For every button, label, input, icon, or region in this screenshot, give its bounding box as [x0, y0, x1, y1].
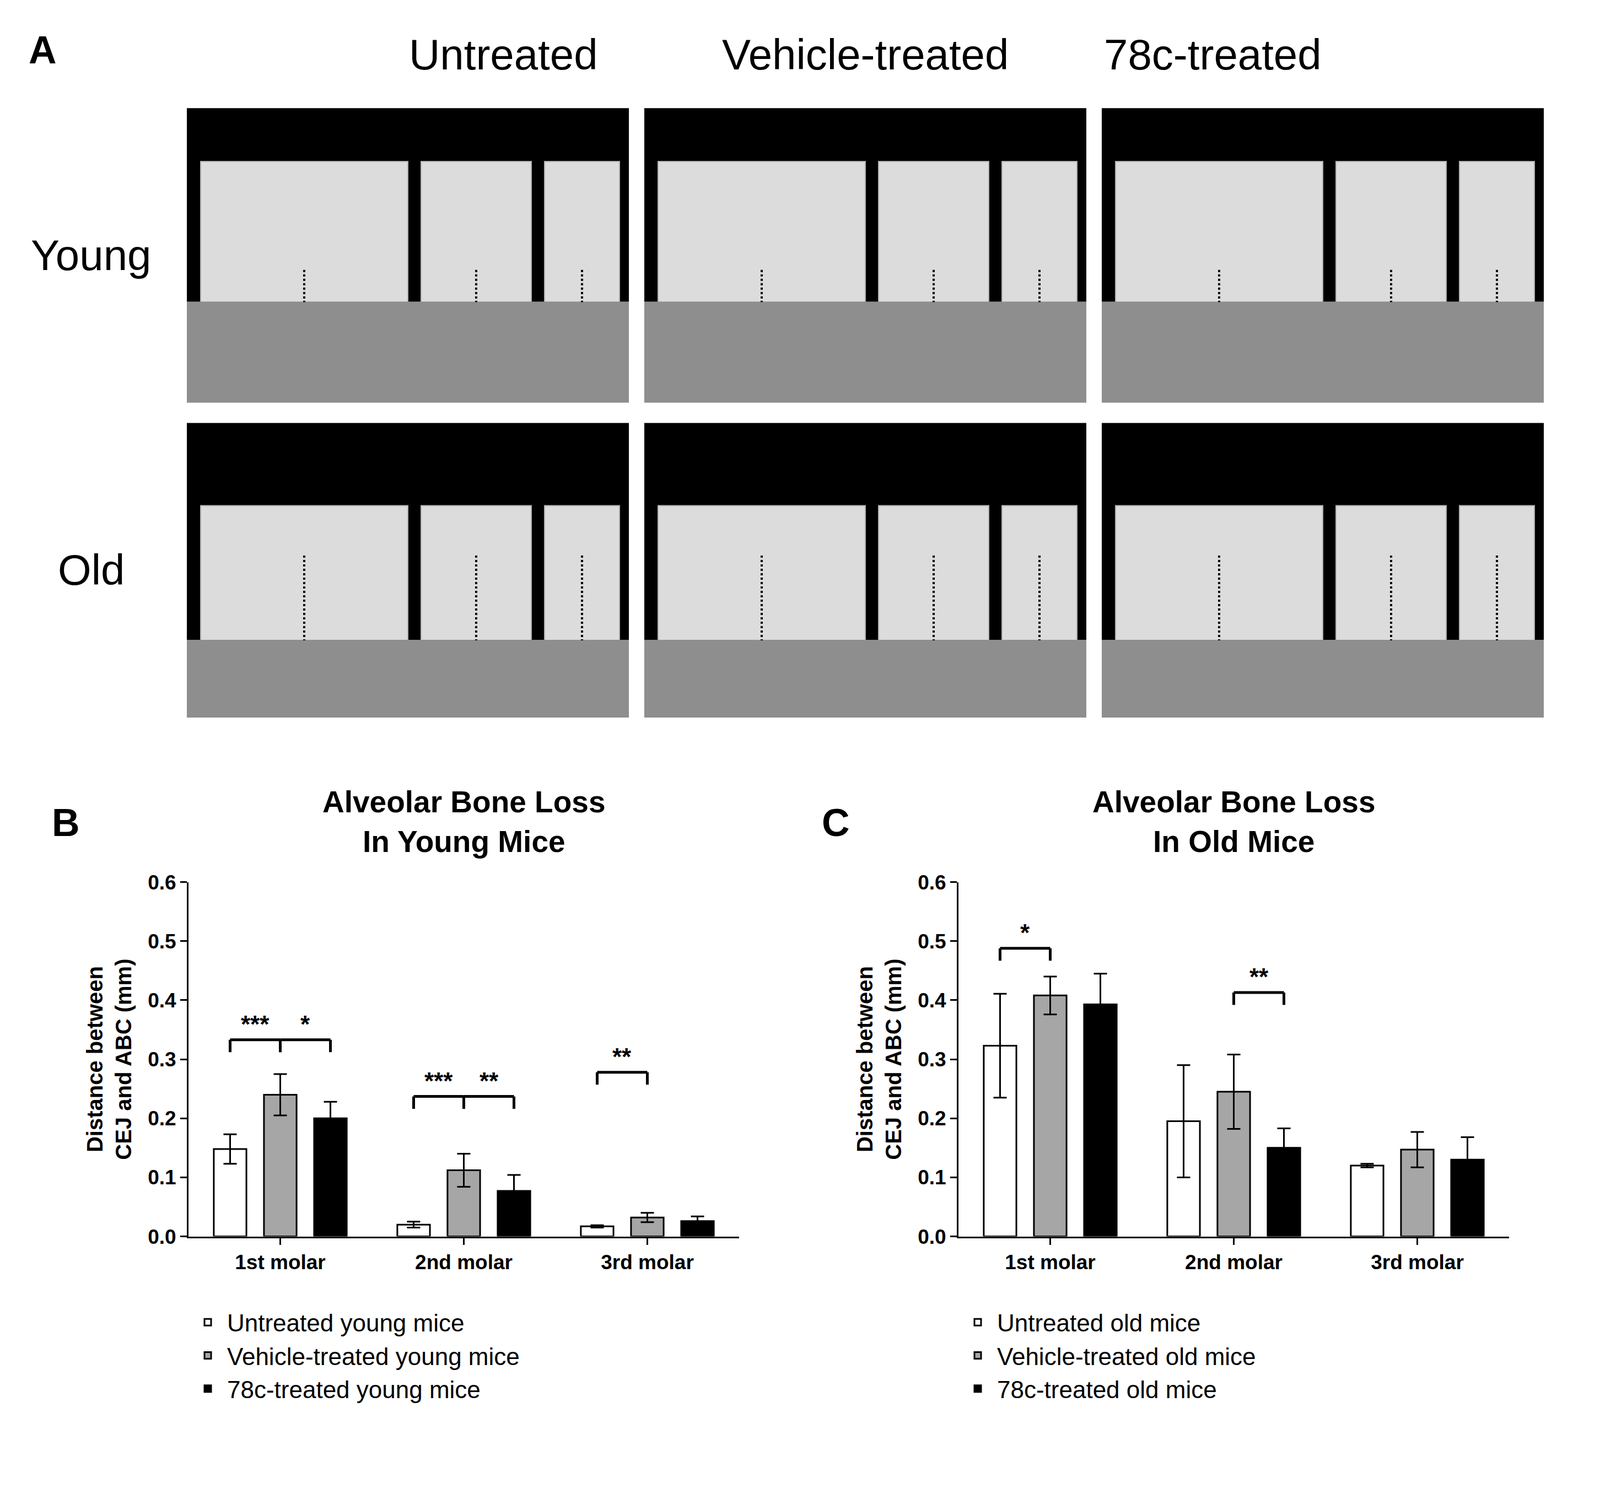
svg-text:0.5: 0.5 — [917, 930, 946, 953]
svg-text:Vehicle-treated young mice: Vehicle-treated young mice — [227, 1343, 520, 1371]
svg-text:0.1: 0.1 — [917, 1166, 946, 1189]
svg-text:Old: Old — [57, 545, 125, 595]
svg-text:***: *** — [424, 1067, 454, 1095]
svg-text:**: ** — [612, 1043, 632, 1071]
svg-text:2nd molar: 2nd molar — [1184, 1251, 1283, 1274]
svg-text:Alveolar Bone LossIn Old Mice: Alveolar Bone LossIn Old Mice — [1092, 784, 1376, 859]
svg-text:0.0: 0.0 — [147, 1225, 176, 1249]
svg-text:Untreated old mice: Untreated old mice — [997, 1309, 1201, 1337]
svg-text:0.6: 0.6 — [147, 871, 176, 894]
svg-text:78c-treated: 78c-treated — [1103, 30, 1322, 79]
svg-text:**: ** — [1249, 963, 1269, 991]
svg-text:***: *** — [240, 1010, 270, 1038]
svg-text:3rd molar: 3rd molar — [1370, 1251, 1464, 1274]
svg-text:0.2: 0.2 — [917, 1107, 946, 1130]
svg-text:*: * — [300, 1010, 311, 1038]
svg-text:1st molar: 1st molar — [1004, 1251, 1096, 1274]
svg-text:Untreated: Untreated — [408, 30, 599, 79]
svg-text:*: * — [1020, 919, 1031, 947]
svg-text:Distance betweenCEJ and ABC (m: Distance betweenCEJ and ABC (mm) — [82, 958, 136, 1160]
svg-text:0.5: 0.5 — [147, 930, 176, 953]
svg-text:Distance betweenCEJ and ABC (m: Distance betweenCEJ and ABC (mm) — [852, 958, 906, 1160]
svg-text:0.2: 0.2 — [147, 1107, 176, 1130]
svg-text:C: C — [821, 801, 850, 845]
svg-text:1st molar: 1st molar — [234, 1251, 326, 1274]
svg-text:Young: Young — [30, 230, 152, 280]
svg-text:3rd molar: 3rd molar — [600, 1251, 694, 1274]
svg-text:0.6: 0.6 — [917, 871, 946, 894]
svg-text:A: A — [28, 28, 57, 72]
svg-text:Untreated young mice: Untreated young mice — [227, 1309, 465, 1337]
svg-text:0.3: 0.3 — [917, 1048, 946, 1071]
svg-text:B: B — [51, 801, 80, 845]
svg-text:0.3: 0.3 — [147, 1048, 176, 1071]
svg-text:0.4: 0.4 — [917, 989, 947, 1012]
svg-text:Vehicle-treated: Vehicle-treated — [722, 30, 1009, 79]
svg-text:78c-treated young mice: 78c-treated young mice — [227, 1376, 481, 1404]
svg-text:Alveolar Bone LossIn Young Mic: Alveolar Bone LossIn Young Mice — [322, 784, 606, 859]
svg-text:0.1: 0.1 — [147, 1166, 176, 1189]
svg-text:**: ** — [479, 1067, 499, 1095]
svg-text:0.0: 0.0 — [917, 1225, 946, 1249]
svg-text:78c-treated old mice: 78c-treated old mice — [997, 1376, 1217, 1404]
svg-text:2nd molar: 2nd molar — [415, 1251, 513, 1274]
svg-text:0.4: 0.4 — [147, 989, 177, 1012]
svg-text:Vehicle-treated old mice: Vehicle-treated old mice — [997, 1343, 1257, 1371]
